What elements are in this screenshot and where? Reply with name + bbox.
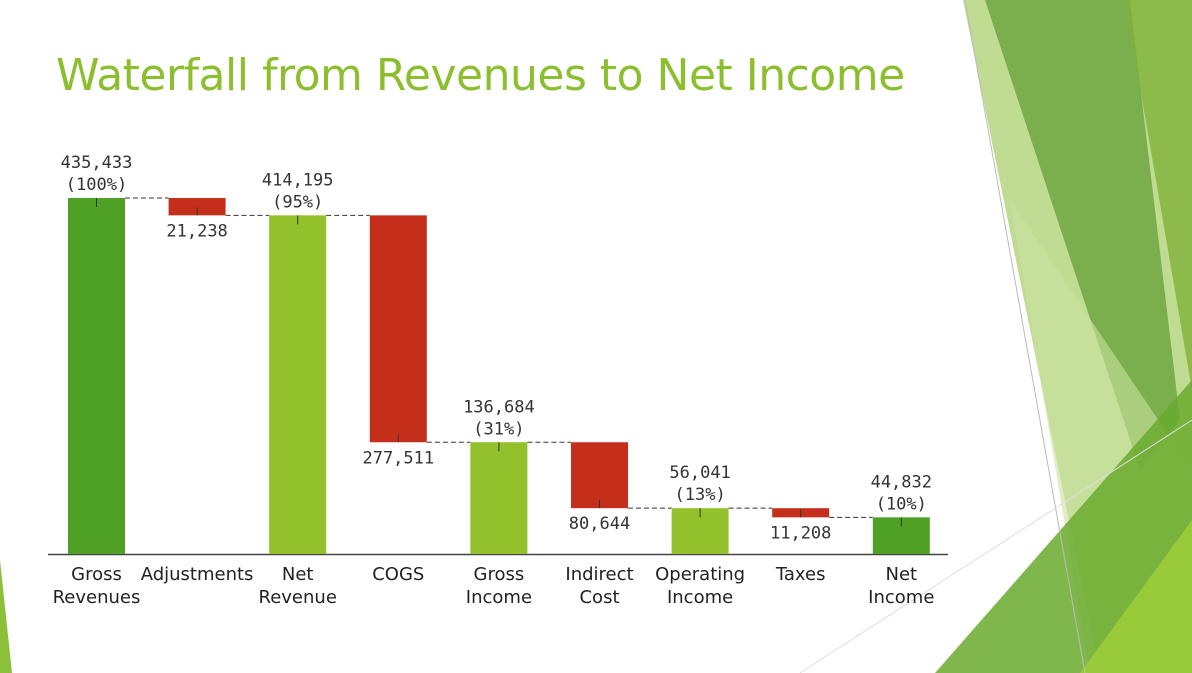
category-label: Indirect	[565, 564, 633, 585]
value-label: 277,511	[362, 448, 434, 468]
deco-shape-2	[985, 0, 1180, 470]
connector-lines	[125, 197, 873, 518]
category-label: Operating	[655, 564, 745, 585]
percent-label: (100%)	[66, 175, 127, 195]
value-label: 56,041	[669, 463, 730, 483]
percent-label: (13%)	[675, 485, 726, 505]
category-label: Revenues	[53, 587, 141, 608]
slide-title: Waterfall from Revenues to Net Income	[56, 50, 905, 101]
value-label: 414,195	[262, 170, 334, 190]
category-label: COGS	[372, 564, 424, 585]
value-labels: 435,433(100%) 21,238 414,195(95%) 277,511 13…	[61, 153, 932, 543]
value-label: 80,644	[569, 514, 630, 534]
total-bar	[269, 215, 327, 554]
category-label: Cost	[579, 587, 619, 608]
category-label: Income	[466, 587, 532, 608]
decrease-bar	[571, 442, 628, 509]
deco-shape-left	[0, 560, 12, 673]
decrease-bar	[369, 215, 427, 443]
deco-line-1	[964, 0, 1086, 673]
category-label: Gross	[71, 564, 122, 585]
category-label: Taxes	[775, 564, 826, 585]
category-label: Net	[885, 564, 917, 585]
bars	[68, 198, 930, 554]
category-label: Gross	[474, 564, 525, 585]
category-label: Adjustments	[141, 564, 254, 585]
value-label: 136,684	[463, 397, 535, 417]
deco-line-2	[799, 419, 1192, 673]
category-label: Net	[282, 564, 314, 585]
percent-label: (31%)	[473, 419, 524, 439]
deco-shape-6	[1080, 520, 1192, 673]
value-label: 435,433	[61, 153, 133, 173]
decrease-bar	[168, 198, 226, 216]
total-bar	[470, 442, 528, 554]
deco-shape-3	[1125, 0, 1192, 390]
value-label: 11,208	[770, 523, 831, 543]
total-bar	[68, 198, 125, 554]
value-label: 21,238	[166, 221, 227, 241]
category-label: Income	[868, 587, 934, 608]
category-label: Revenue	[259, 587, 337, 608]
deco-shape-5	[935, 380, 1192, 673]
percent-label: (95%)	[272, 192, 323, 212]
value-label: 44,832	[871, 472, 932, 492]
percent-label: (10%)	[876, 494, 927, 514]
category-label: Income	[667, 587, 733, 608]
